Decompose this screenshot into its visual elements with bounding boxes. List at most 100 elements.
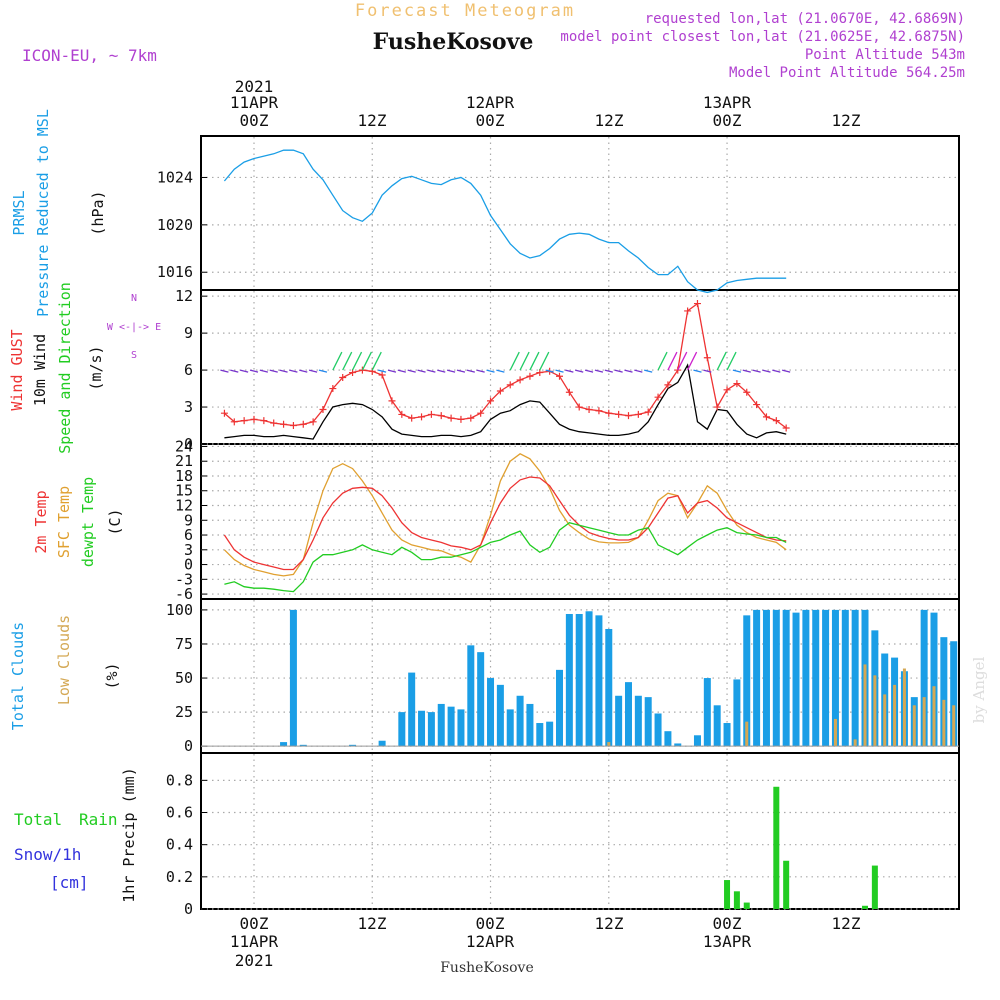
top-hour-00z-13apr: 00Z	[713, 111, 742, 130]
gust-marker	[220, 409, 228, 417]
bar-low-clouds	[853, 739, 857, 747]
compass-west-east: W <-|-> E	[107, 322, 161, 333]
gust-marker	[270, 419, 278, 427]
wind-direction-arrow	[565, 369, 574, 373]
y-tick-label: 3	[184, 541, 193, 559]
bar-total-clouds	[408, 672, 416, 747]
bar-rain	[862, 905, 869, 909]
panel-pressure	[200, 135, 960, 291]
bar-total-clouds	[595, 615, 603, 747]
y-tick-label: 0	[184, 435, 193, 453]
bar-rain	[773, 786, 780, 909]
y-tick-label: -6	[175, 585, 193, 603]
gust-marker	[487, 397, 495, 405]
bar-low-clouds	[952, 705, 956, 747]
gust-marker	[526, 372, 534, 380]
label-dewpt-temp: dewpt Temp	[79, 477, 97, 567]
bar-total-clouds	[349, 744, 357, 747]
y-tick-label: 9	[184, 324, 193, 342]
wind-direction-arrow	[239, 369, 249, 373]
gust-marker	[427, 410, 435, 418]
point-altitude: Point Altitude 543m	[805, 47, 965, 63]
bar-total-clouds	[398, 712, 406, 747]
bottom-hour-00z-11apr: 00Z	[240, 914, 269, 933]
panel-precip	[200, 752, 960, 910]
gust-marker	[467, 414, 475, 422]
y-tick-label: 1016	[157, 263, 193, 281]
bottom-hour-12z-13apr: 12Z	[832, 914, 861, 933]
wind-direction-arrow	[308, 369, 318, 373]
wind-direction-arrow	[446, 369, 456, 373]
wind-direction-arrow	[269, 369, 278, 373]
bar-total-clouds	[516, 695, 524, 747]
series-wind-gust	[223, 302, 787, 429]
wind-direction-arrow	[486, 369, 495, 373]
wind-direction-arrow	[687, 351, 698, 371]
bar-total-clouds	[496, 684, 504, 747]
label-snow-unit: [cm]	[50, 873, 89, 892]
bottom-date-12apr: 12APR	[466, 932, 515, 951]
wind-direction-arrow	[249, 369, 259, 373]
bar-total-clouds	[556, 669, 564, 747]
wind-direction-arrow	[332, 351, 343, 371]
y-tick-label: 0.4	[166, 836, 193, 854]
wind-direction-arrow	[614, 369, 623, 373]
gust-marker	[595, 407, 603, 415]
wind-direction-arrow	[752, 369, 761, 373]
label-low-clouds: Low Clouds	[55, 615, 73, 705]
bar-total-clouds	[920, 609, 928, 747]
gust-marker	[349, 369, 357, 377]
bar-rain	[743, 902, 750, 909]
bar-total-clouds	[526, 703, 534, 747]
label-pressure-msl: Pressure Reduced to MSL	[34, 109, 52, 317]
wind-direction-arrow	[371, 351, 382, 371]
label-2m-temp: 2m Temp	[32, 490, 50, 553]
wind-direction-arrow	[716, 351, 727, 371]
wind-direction-arrow	[644, 369, 653, 373]
wind-direction-arrow	[509, 351, 520, 371]
y-tick-label: 21	[175, 452, 193, 470]
gust-marker	[319, 406, 327, 414]
gust-marker	[230, 418, 238, 426]
y-tick-label: 3	[184, 398, 193, 416]
y-tick-label: 6	[184, 361, 193, 379]
bar-total-clouds	[585, 611, 593, 747]
bar-total-clouds	[831, 609, 839, 747]
series-2m-temp	[223, 476, 787, 571]
bar-rain	[783, 860, 790, 909]
gust-marker	[733, 380, 741, 388]
y-tick-label: 50	[175, 669, 193, 687]
wind-direction-arrow	[742, 369, 751, 373]
y-tick-label: -3	[175, 570, 193, 588]
gust-marker	[753, 401, 761, 409]
label-total-clouds: Total Clouds	[9, 622, 27, 730]
wind-direction-arrow	[397, 369, 406, 373]
label-rain: Rain	[79, 810, 118, 829]
wind-direction-arrow	[575, 369, 584, 373]
y-tick-label: 0	[184, 900, 193, 918]
bar-low-clouds	[893, 684, 897, 747]
bar-total-clouds	[782, 609, 790, 747]
gust-marker	[496, 387, 504, 395]
bar-total-clouds	[812, 609, 820, 747]
bar-low-clouds	[912, 705, 916, 747]
closest-coords: model point closest lon,lat (21.0625E, 4…	[560, 29, 965, 45]
gust-marker	[329, 385, 337, 393]
gust-marker	[418, 413, 426, 421]
gust-marker	[556, 372, 564, 380]
gust-marker	[447, 414, 455, 422]
bottom-year-label: 2021	[235, 951, 274, 970]
bar-total-clouds	[950, 641, 958, 747]
wind-direction-arrow	[279, 369, 288, 373]
y-tick-label: 15	[175, 482, 193, 500]
wind-direction-arrow	[555, 369, 564, 373]
panel-wind	[200, 289, 960, 445]
label-pressure-unit: (hPa)	[89, 190, 107, 235]
bar-total-clouds	[575, 613, 583, 747]
bar-total-clouds	[624, 682, 632, 747]
bar-total-clouds	[427, 712, 435, 747]
bar-total-clouds	[733, 679, 741, 747]
gust-marker	[762, 413, 770, 421]
wind-direction-arrow	[318, 369, 328, 373]
wind-direction-arrow	[417, 369, 426, 373]
